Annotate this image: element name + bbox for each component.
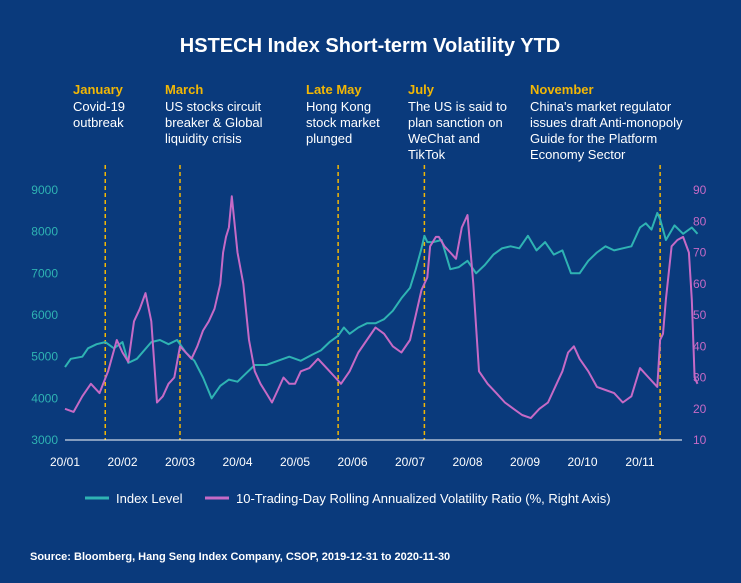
left-tick-label: 6000 <box>31 308 58 322</box>
annotation-text: US stocks circuit <box>165 99 261 114</box>
annotation-text: TikTok <box>408 147 446 162</box>
left-tick-label: 5000 <box>31 350 58 364</box>
right-tick-label: 40 <box>693 339 707 353</box>
annotation-text: outbreak <box>73 115 124 130</box>
left-tick-label: 7000 <box>31 266 58 280</box>
annotation-text: plunged <box>306 131 352 146</box>
annotation-text: plan sanction on <box>408 115 503 130</box>
x-tick-label: 20/04 <box>222 455 252 469</box>
left-tick-label: 3000 <box>31 433 58 447</box>
left-tick-label: 4000 <box>31 391 58 405</box>
annotation-text: stock market <box>306 115 380 130</box>
annotation-month: November <box>530 82 594 97</box>
right-tick-label: 10 <box>693 433 707 447</box>
annotation-text: breaker & Global <box>165 115 263 130</box>
right-tick-label: 20 <box>693 402 707 416</box>
right-tick-label: 90 <box>693 183 707 197</box>
source-note: Source: Bloomberg, Hang Seng Index Compa… <box>30 551 450 563</box>
event-lines <box>104 165 661 440</box>
x-tick-label: 20/01 <box>50 455 80 469</box>
annotation-month: Late May <box>306 82 362 97</box>
left-axis: 3000 4000 5000 6000 7000 8000 9000 <box>31 183 58 447</box>
right-tick-label: 60 <box>693 277 707 291</box>
x-axis: 20/01 20/02 20/03 20/04 20/05 20/06 20/07 20/08… <box>50 455 655 469</box>
annotation-text: China's market regulator <box>530 99 672 114</box>
annotation-text: Covid-19 <box>73 99 125 114</box>
legend-index-label: Index Level <box>116 491 183 506</box>
annotation-text: WeChat and <box>408 131 480 146</box>
right-tick-label: 80 <box>693 214 707 228</box>
annotation-month: July <box>408 82 435 97</box>
x-tick-label: 20/07 <box>395 455 425 469</box>
x-tick-label: 20/09 <box>510 455 540 469</box>
right-tick-label: 70 <box>693 246 707 260</box>
annotation-text: issues draft Anti-monopoly <box>530 115 683 130</box>
annotation-text: The US is said to <box>408 99 507 114</box>
annotation-text: liquidity crisis <box>165 131 242 146</box>
chart-title: HSTECH Index Short-term Volatility YTD <box>180 35 560 57</box>
annotation-text: Economy Sector <box>530 147 626 162</box>
x-tick-label: 20/11 <box>625 455 654 469</box>
legend: Index Level 10-Trading-Day Rolling Annua… <box>85 491 611 506</box>
left-tick-label: 9000 <box>31 183 58 197</box>
x-tick-label: 20/03 <box>165 455 195 469</box>
x-tick-label: 20/10 <box>567 455 597 469</box>
legend-volatility-label: 10-Trading-Day Rolling Annualized Volati… <box>236 491 611 506</box>
right-tick-label: 50 <box>693 308 707 322</box>
annotation-month: March <box>165 82 203 97</box>
x-tick-label: 20/06 <box>337 455 367 469</box>
annotation-text: Hong Kong <box>306 99 371 114</box>
volatility-line <box>64 195 699 420</box>
x-tick-label: 20/05 <box>280 455 310 469</box>
x-tick-label: 20/08 <box>452 455 482 469</box>
left-tick-label: 8000 <box>31 225 58 239</box>
index-level-line <box>64 211 699 400</box>
annotation-text: Guide for the Platform <box>530 131 657 146</box>
annotation-month: January <box>73 82 124 97</box>
x-tick-label: 20/02 <box>107 455 137 469</box>
